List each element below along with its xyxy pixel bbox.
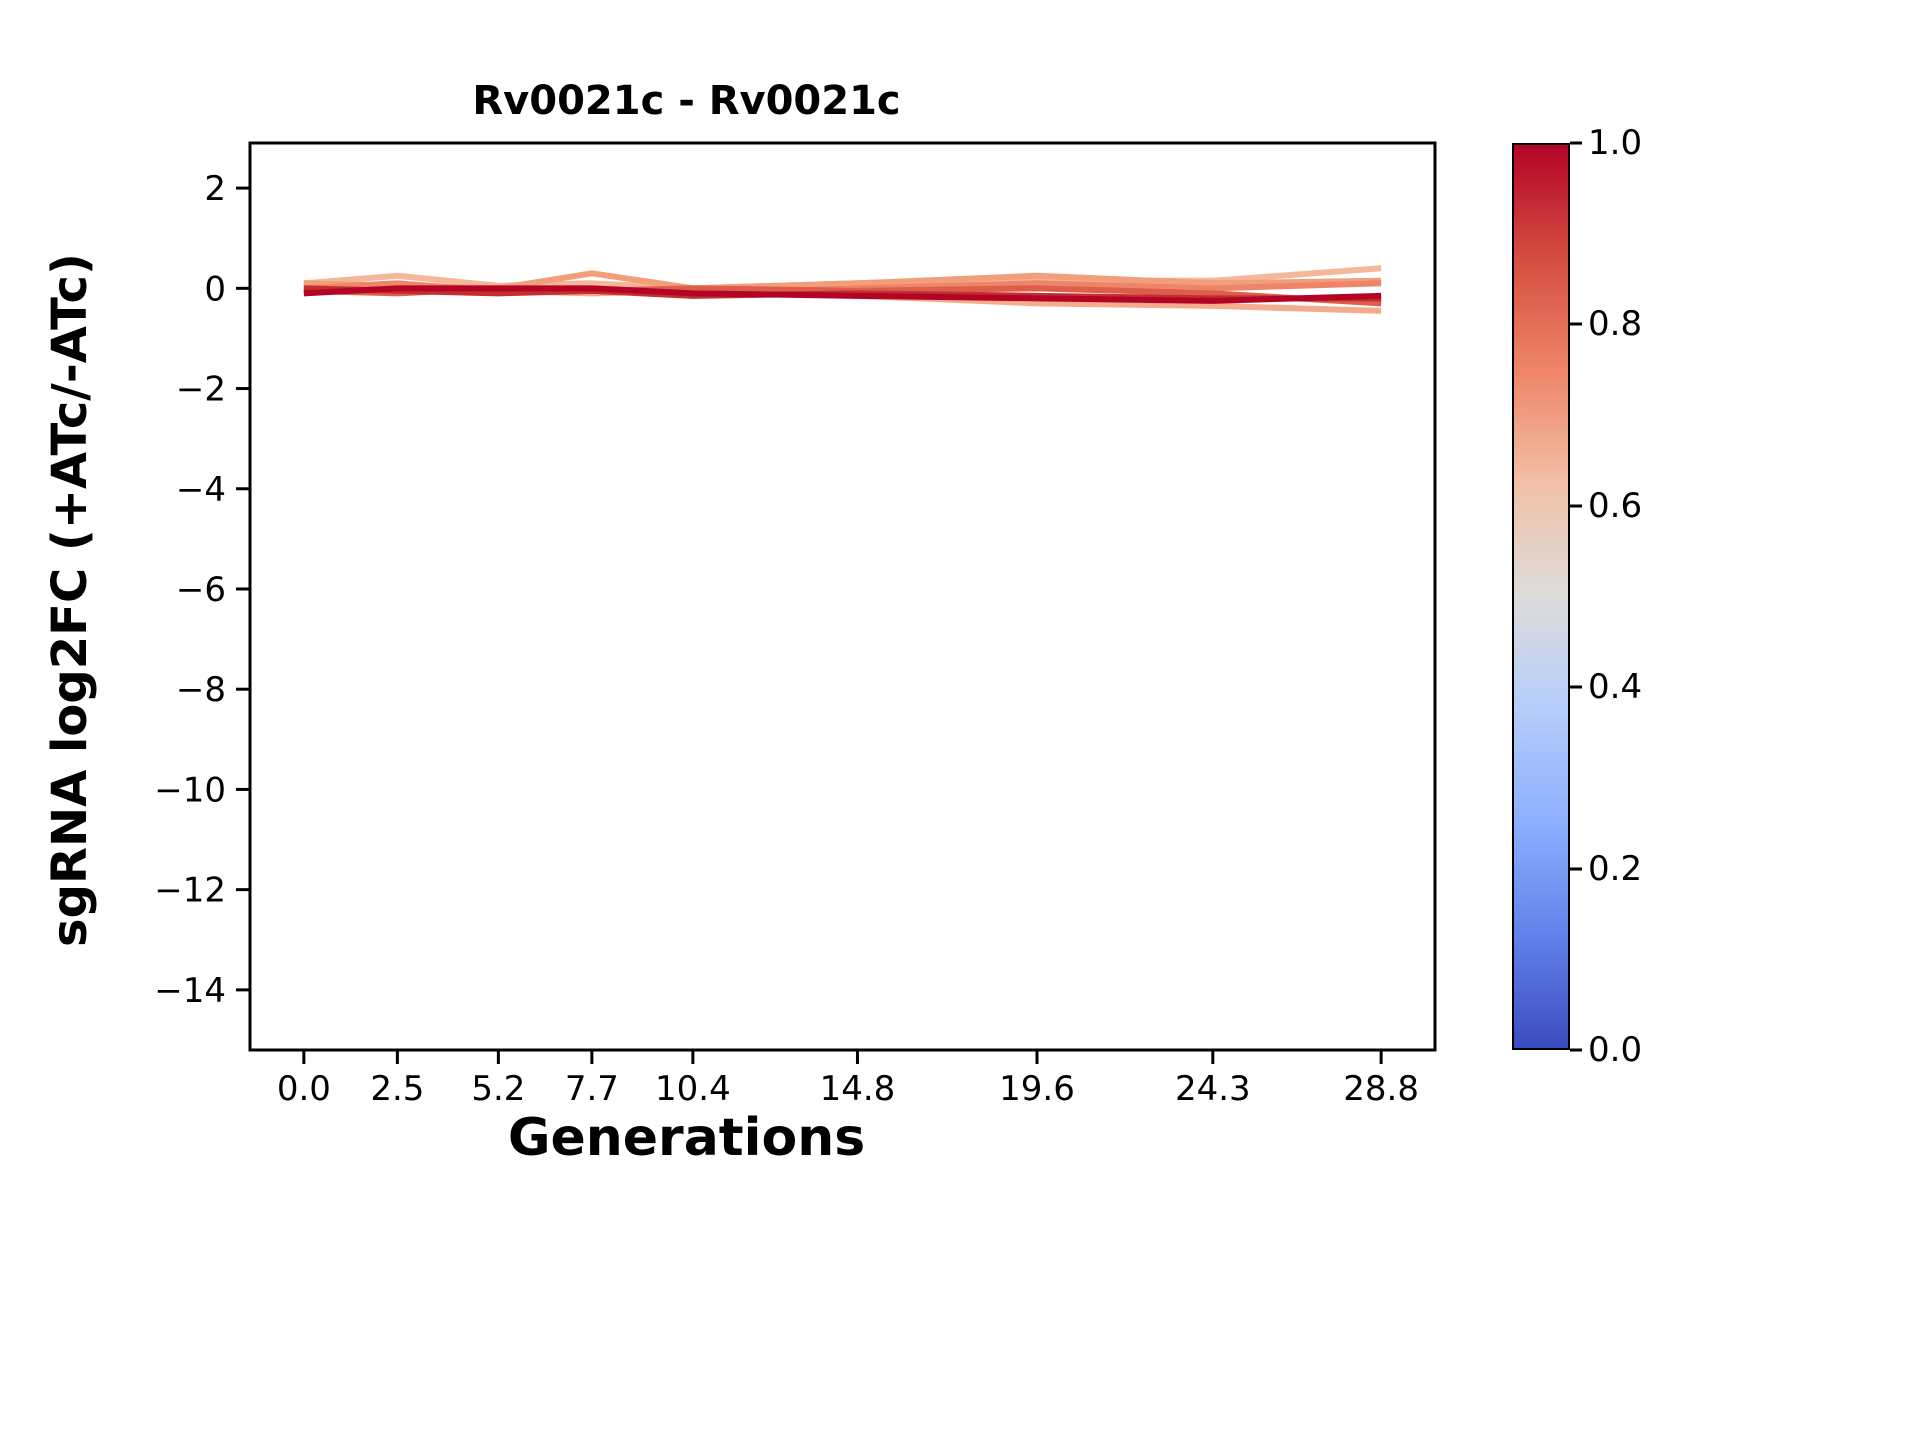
colorbar-tick-label: 0.0 [1588,1030,1643,1070]
colorbar-gradient [1512,143,1570,1050]
x-tick-label: 10.4 [655,1069,731,1109]
y-tick-label: −6 [176,570,226,610]
x-tick-label: 14.8 [820,1069,896,1109]
series-line-sgRNA-7 [303,285,1382,304]
y-tick-label: −12 [154,871,226,911]
colorbar-tick-label: 0.6 [1588,485,1643,526]
y-tick-label: 0 [204,269,226,309]
y-tick-label: −10 [154,770,226,810]
x-tick-label: 2.5 [370,1069,424,1109]
colorbar-tick-label: 0.4 [1588,667,1643,708]
x-tick-label: 19.6 [999,1069,1075,1109]
x-tick-label: 28.8 [1343,1069,1419,1109]
colorbar-tick-mark [1570,504,1582,508]
y-tick-label: −8 [176,670,226,710]
x-tick-label: 0.0 [277,1069,331,1109]
y-tick-label: 2 [204,169,226,209]
x-tick-label: 24.3 [1175,1069,1251,1109]
y-tick-label: −4 [176,470,226,510]
colorbar-tick-label: 0.8 [1588,304,1643,345]
colorbar-tick-label: 0.2 [1588,848,1643,889]
x-axis-label: Generations [507,1108,866,1168]
x-tick-label: 7.7 [565,1069,619,1109]
y-tick-label: −2 [176,370,226,410]
colorbar-tick-mark [1570,141,1582,145]
y-tick-label: −14 [154,971,226,1011]
colorbar-tick-mark [1570,322,1582,326]
colorbar-tick-mark [1570,685,1582,689]
axes-frame [248,141,1437,1052]
colorbar-tick-label: 1.0 [1588,123,1643,163]
x-tick-label: 5.2 [471,1069,525,1109]
chart-title: Rv0021c - Rv0021c [472,78,901,124]
colorbar-tick-mark [1570,1048,1582,1052]
colorbar-tick-mark [1570,867,1582,871]
